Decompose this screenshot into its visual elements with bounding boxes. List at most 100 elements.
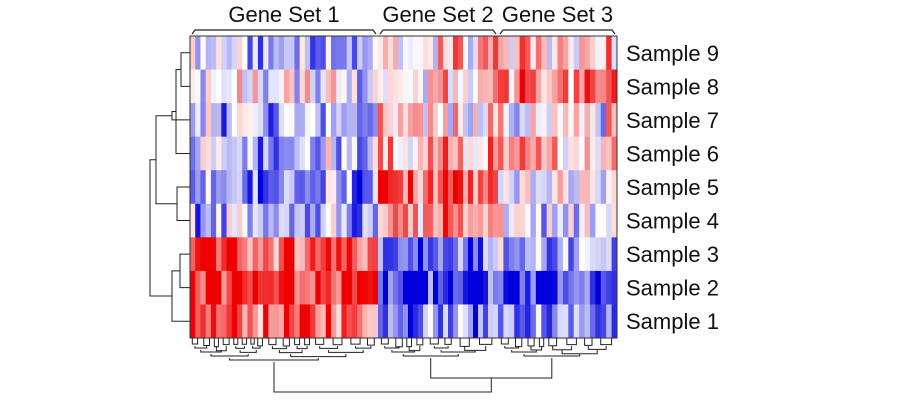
heatmap-cell [579, 103, 585, 138]
heatmap-cell [367, 270, 374, 305]
sample-label: Sample 1 [626, 309, 719, 334]
heatmap-cell [403, 270, 409, 305]
heatmap-cell [242, 304, 248, 339]
column-dendrogram-link [584, 338, 593, 346]
heatmap-cell [200, 304, 207, 339]
column-dendrogram-link [203, 338, 210, 347]
heatmap-cell [331, 69, 337, 104]
heatmap-cell [221, 136, 227, 171]
heatmap-cell [331, 304, 337, 339]
heatmap-cell [284, 203, 290, 238]
heatmap-cell [443, 69, 449, 104]
row-dendrogram-link [176, 186, 190, 222]
heatmap-cell [443, 270, 449, 305]
heatmap-cell [488, 170, 494, 205]
heatmap-cell [448, 170, 454, 205]
heatmap-cell [372, 237, 379, 272]
heatmap-cell [579, 237, 585, 272]
heatmap-cell [579, 170, 585, 205]
heatmap-cell [557, 203, 564, 238]
column-dendrogram-link [566, 338, 577, 346]
heatmap-cell [611, 203, 618, 238]
heatmap-cell [294, 103, 301, 138]
heatmap-cell [541, 170, 548, 205]
column-dendrogram-link [250, 338, 255, 345]
heatmap-cell [205, 203, 212, 238]
heatmap-cell [294, 304, 301, 339]
heatmap-cell [247, 304, 254, 339]
heatmap-cell [315, 237, 321, 272]
heatmap-cell [443, 203, 449, 238]
gene-set-bracket [499, 29, 616, 35]
heatmap-cell [273, 69, 280, 104]
heatmap-cell [463, 136, 469, 171]
heatmap-cell [310, 203, 316, 238]
heatmap-cell [325, 103, 332, 138]
heatmap-cell [398, 237, 404, 272]
heatmap-cell [216, 136, 222, 171]
heatmap-cell [231, 103, 238, 138]
heatmap-cell [278, 69, 285, 104]
column-dendrogram-link [294, 338, 301, 346]
gene-set-brackets [191, 29, 616, 35]
heatmap-cell [584, 103, 591, 138]
heatmap-cell [257, 270, 264, 305]
heatmap-cell [237, 270, 243, 305]
heatmap-cell [304, 36, 311, 70]
heatmap-cell [428, 170, 434, 205]
heatmap-cell [535, 203, 542, 238]
heatmap-cell [367, 69, 374, 104]
heatmap-cell [483, 237, 489, 272]
heatmap-cell [216, 237, 222, 272]
heatmap-cell [433, 69, 439, 104]
heatmap-cell [552, 69, 558, 104]
heatmap-cell [568, 69, 575, 104]
heatmap-cell [226, 36, 233, 70]
heatmap-cell [403, 103, 409, 138]
heatmap-cell [433, 270, 439, 305]
heatmap-cell [216, 103, 222, 138]
sample-label: Sample 9 [626, 41, 719, 66]
heatmap-cell [289, 304, 295, 339]
heatmap-cell [493, 270, 499, 305]
heatmap-cell [525, 170, 531, 205]
column-dendrogram-link [241, 338, 248, 345]
heatmap-cell [589, 170, 596, 205]
heatmap-cell [263, 103, 269, 138]
heatmap-cell [453, 203, 459, 238]
heatmap-cell [546, 69, 553, 104]
heatmap-cell [483, 170, 489, 205]
column-dendrogram-link [433, 346, 449, 349]
heatmap-cell [595, 304, 602, 339]
heatmap-cell [611, 304, 618, 339]
heatmap-cell [226, 103, 233, 138]
heatmap-cell [341, 270, 348, 305]
heatmap-cell [611, 136, 618, 171]
heatmap-cell [294, 237, 301, 272]
heatmap-cell [552, 170, 558, 205]
column-dendrogram-link [530, 346, 542, 351]
heatmap-cell [403, 170, 409, 205]
heatmap-cell [216, 36, 222, 70]
heatmap-cell [341, 170, 348, 205]
heatmap-cell [473, 237, 479, 272]
heatmap-cell [595, 170, 602, 205]
heatmap-cell [611, 237, 618, 272]
row-dendrogram-link [149, 159, 172, 297]
heatmap-cell [367, 36, 374, 70]
heatmap-cell [488, 103, 494, 138]
gene-set-bracket [379, 29, 497, 35]
heatmap-cell [205, 136, 212, 171]
heatmap-cell [216, 170, 222, 205]
heatmap-cell [237, 237, 243, 272]
heatmap-cell [503, 203, 510, 238]
column-dendrogram-link [350, 338, 361, 345]
heatmap-cell [195, 203, 201, 238]
heatmap-cell [503, 36, 510, 70]
heatmap-cell [299, 136, 306, 171]
sample-label: Sample 4 [626, 209, 719, 234]
heatmap-cell [304, 270, 311, 305]
heatmap-cell [294, 136, 301, 171]
heatmap-cell [413, 237, 419, 272]
heatmap-cell [514, 170, 521, 205]
